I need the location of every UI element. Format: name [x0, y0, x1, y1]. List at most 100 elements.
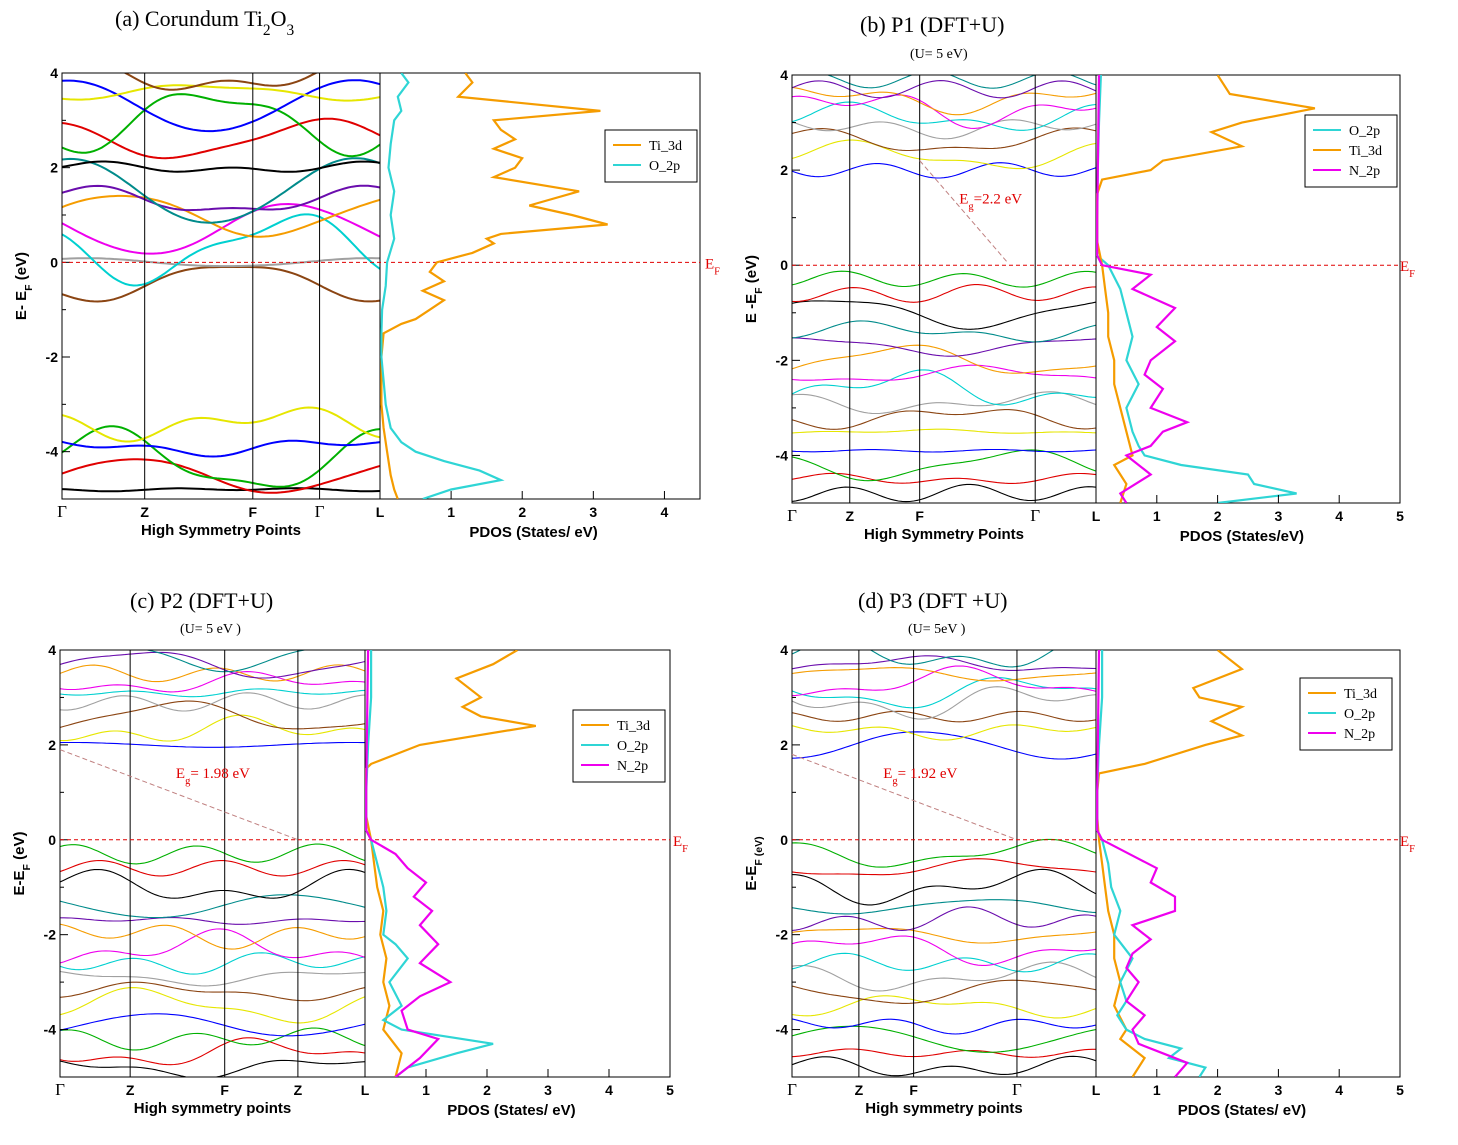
band-lines: [62, 73, 381, 494]
panel-title: (a) Corundum Ti2O3: [115, 6, 295, 39]
pdos-curves: [1096, 75, 1316, 503]
band-line: [60, 651, 366, 679]
band-line: [792, 927, 1097, 944]
x-axis-label: High Symmetry Points: [864, 526, 1024, 543]
ytick-label: 4: [48, 642, 56, 658]
fermi-label: EF: [1400, 834, 1415, 855]
band-line: [60, 894, 366, 919]
ytick-label: 2: [50, 160, 58, 176]
band-line: [792, 428, 1097, 434]
pdos-x-axis-label: PDOS (States/eV): [1180, 528, 1304, 545]
band-line: [792, 139, 1097, 170]
pdos-xtick-label: 2: [1214, 1082, 1222, 1098]
kpoint-label: Z: [294, 1082, 303, 1098]
band-line: [60, 1037, 366, 1066]
band-line: [792, 344, 1097, 374]
pdos-xtick-label: L: [1092, 508, 1101, 524]
band-line: [144, 650, 308, 673]
pdos-xtick-label: 4: [661, 504, 669, 520]
ytick-label: -4: [46, 444, 59, 460]
kpoint-label: Γ: [787, 506, 797, 525]
pdos-xtick-label: 5: [1396, 508, 1404, 524]
band-line: [60, 700, 366, 730]
legend: Ti_3d O_2p N_2p: [572, 709, 666, 783]
ytick-label: -4: [776, 447, 789, 463]
pdos-xtick-label: 2: [1214, 508, 1222, 524]
band-line: [792, 284, 1097, 303]
band-line: [792, 127, 1097, 152]
band-line: [792, 86, 1097, 116]
band-line: [62, 487, 381, 493]
band-line: [62, 84, 381, 102]
panel-subtitle: (U= 5eV ): [908, 622, 966, 637]
ytick-label: -4: [44, 1022, 57, 1038]
y-axis-label: E -EF (eV): [743, 255, 765, 323]
band-line: [60, 1013, 366, 1037]
legend: Ti_3d O_2p: [604, 129, 698, 183]
band-line: [60, 692, 366, 712]
kpoint-label: F: [915, 508, 924, 524]
ytick-label: 0: [48, 832, 56, 848]
pdos-x-axis-label: PDOS (States/ eV): [1178, 1102, 1306, 1119]
band-line: [792, 94, 1097, 129]
gap-line: [59, 749, 299, 841]
ytick-label: -2: [44, 927, 57, 943]
band-line: [792, 868, 1097, 906]
kpoint-label: F: [220, 1082, 229, 1098]
kpoint-label: Z: [140, 504, 149, 520]
band-line: [60, 843, 366, 865]
band-line: [792, 1048, 1096, 1058]
band-line: [792, 961, 1097, 992]
band-line: [792, 449, 1097, 482]
panel-title: (b) P1 (DFT+U): [860, 12, 1004, 37]
x-axis-label: High symmetry points: [865, 1100, 1023, 1117]
band-line: [792, 162, 1097, 179]
pdos-xtick-label: 4: [605, 1082, 613, 1098]
pdos-xtick-label: 3: [1275, 508, 1283, 524]
band-line: [62, 160, 381, 173]
gap-label: Eg= 1.98 eV: [176, 766, 250, 787]
gap-line: [919, 160, 1009, 264]
band-line: [792, 724, 1097, 741]
legend-box: [604, 129, 698, 183]
band-line: [792, 677, 1097, 709]
pdos-series-Ti_3d: [1096, 75, 1316, 503]
band-line: [792, 75, 1097, 89]
pdos-series-O_2p: [1096, 650, 1208, 1077]
band-line: [792, 80, 1097, 99]
band-lines: [792, 650, 1097, 1077]
band-line: [62, 257, 381, 268]
band-structure: Γ Z F Γ 4 2 0 -2 -4 E-EF (eV) High symmetry points…: [743, 642, 1097, 1117]
fermi-label: EF: [673, 834, 688, 855]
band-line: [792, 270, 1097, 288]
kpoint-label: Z: [126, 1082, 135, 1098]
kpoint-label: Γ: [1030, 506, 1040, 525]
panel-d: (d) P3 (DFT +U) (U= 5eV ) Γ Z F Γ 4 2 0 -2 -4 E-EF …: [743, 588, 1415, 1119]
band-line: [792, 667, 1097, 682]
band-line: [62, 117, 381, 160]
pdos-series-N_2p: [365, 650, 453, 1077]
band-line: [60, 917, 366, 925]
y-axis-label: E-EF (eV): [11, 832, 33, 896]
pdos-x-axis-label: PDOS (States/ eV): [469, 524, 597, 541]
band-line: [62, 425, 381, 488]
band-line: [62, 184, 381, 212]
pdos-curves: [365, 650, 536, 1077]
ytick-label: 4: [50, 65, 58, 81]
y-axis-label: E- EF (eV): [13, 252, 35, 320]
pdos-xtick-label: 3: [589, 504, 597, 520]
panel-subtitle: (U= 5 eV ): [180, 622, 241, 637]
band-line: [792, 391, 1097, 415]
legend-entry: N_2p: [1344, 727, 1375, 742]
band-line: [792, 483, 1097, 503]
band-structure: Γ Z F Γ 4 2 0 -2 -4 E -EF (eV) High Symmetry Point…: [743, 67, 1097, 543]
band-line: [60, 714, 366, 742]
gap-label: Eg=2.2 eV: [959, 191, 1022, 212]
x-axis-label: High Symmetry Points: [141, 522, 301, 539]
band-line: [60, 987, 366, 1024]
band-line: [62, 202, 381, 255]
band-line: [62, 266, 381, 303]
panel-title: (c) P2 (DFT+U): [130, 588, 273, 613]
band-line: [60, 923, 366, 950]
